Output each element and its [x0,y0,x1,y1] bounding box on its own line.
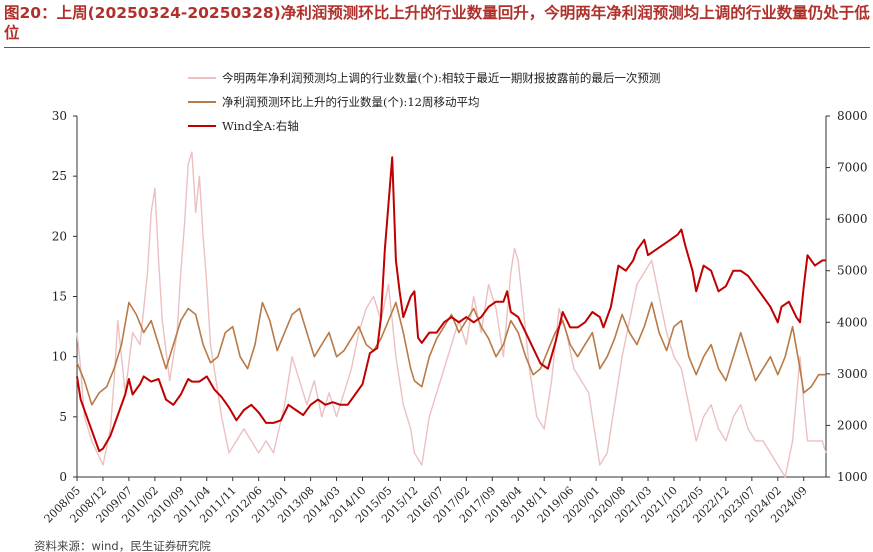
left-axis-tick-label: 5 [59,410,67,424]
legend-label-series-1: 今明两年净利润预测均上调的行业数量(个):相较于最近一期财报披露前的最后一次预测 [222,71,661,85]
legend-swatch-series-3 [188,125,216,127]
right-axis-tick-label: 6000 [837,212,868,226]
right-axis-tick-label: 2000 [837,418,868,432]
right-axis-tick-label: 8000 [837,109,868,123]
left-axis-tick-label: 30 [52,109,67,123]
legend-item-series-1: 今明两年净利润预测均上调的行业数量(个):相较于最近一期财报披露前的最后一次预测 [188,66,660,90]
legend-label-series-2: 净利润预测环比上升的行业数量(个):12周移动平均 [222,95,480,109]
legend-item-series-2: 净利润预测环比上升的行业数量(个):12周移动平均 [188,90,660,114]
source-note: 资料来源：wind，民生证券研究院 [34,539,211,552]
series-line-2 [76,301,826,406]
title-divider [4,47,870,48]
legend-swatch-series-1 [188,77,216,79]
left-axis-tick-label: 15 [52,290,67,304]
series-line-3 [76,156,826,453]
left-axis-tick-label: 0 [59,470,67,484]
right-axis-tick-label: 5000 [837,264,868,278]
left-axis-tick-label: 10 [52,350,67,364]
right-axis-tick-label: 7000 [837,161,868,175]
chart-legend: 今明两年净利润预测均上调的行业数量(个):相较于最近一期财报披露前的最后一次预测… [188,66,660,138]
legend-label-series-3: Wind全A:右轴 [222,119,299,133]
right-axis-tick-label: 1000 [837,470,868,484]
right-axis-tick-label: 4000 [837,315,868,329]
left-axis-tick-label: 25 [52,169,67,183]
chart-title: 图20：上周(20250324-20250328)净利润预测环比上升的行业数量回… [4,4,870,42]
right-axis-tick-label: 3000 [837,367,868,381]
series-line-1 [76,151,827,478]
legend-item-series-3: Wind全A:右轴 [188,114,660,138]
legend-swatch-series-2 [188,101,216,103]
left-axis-tick-label: 20 [52,229,67,243]
